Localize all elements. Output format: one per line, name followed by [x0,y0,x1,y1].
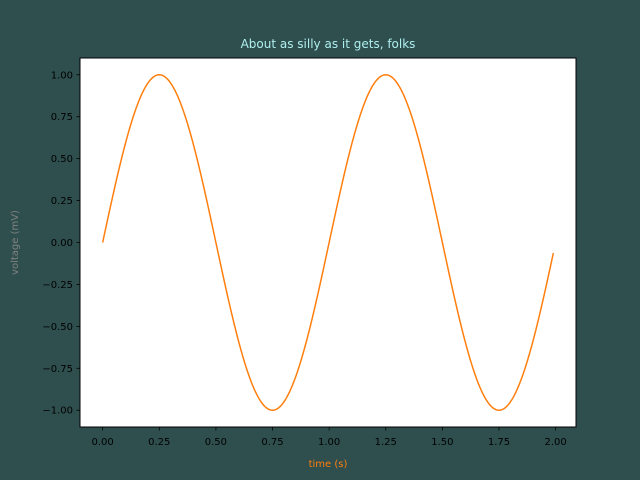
x-axis: 0.00 0.25 0.50 0.75 1.00 1.25 1.50 1.75 2.00 [92,427,567,448]
y-tick-label: −0.25 [42,280,73,291]
x-tick-label: 1.50 [431,437,453,448]
x-tick-label: 2.00 [544,437,566,448]
y-tick-label: 0.25 [51,196,73,207]
x-tick-label: 1.00 [318,437,340,448]
y-tick-label: 0.00 [51,238,73,249]
chart-title: About as silly as it gets, folks [241,37,416,51]
y-axis: 1.00 0.75 0.50 0.25 0.00 −0.25 −0.50 −0.75 −1.00 [42,70,80,417]
y-tick-label: −0.50 [42,322,73,333]
y-tick-label: −0.75 [42,364,73,375]
series-line [101,74,555,411]
y-tick-label: −1.00 [42,406,73,417]
x-tick-label: 0.00 [92,437,114,448]
x-tick-label: 0.25 [148,437,170,448]
y-tick-label: 0.50 [51,154,73,165]
x-axis-label: time (s) [309,459,348,470]
y-axis-label: voltage (mV) [10,210,21,275]
y-tick-label: 1.00 [51,70,73,81]
x-tick-label: 1.75 [488,437,510,448]
plot-area [79,57,577,428]
x-tick-label: 0.50 [205,437,227,448]
x-tick-label: 0.75 [261,437,283,448]
y-tick-label: 0.75 [51,112,73,123]
x-tick-label: 1.25 [375,437,397,448]
